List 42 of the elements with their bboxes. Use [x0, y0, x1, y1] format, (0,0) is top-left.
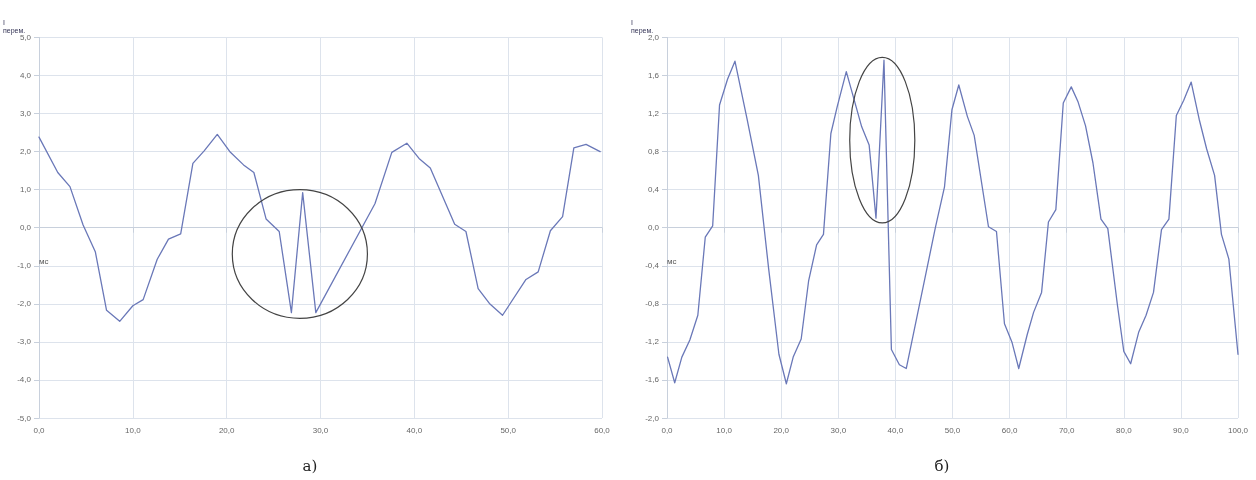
x-tick-label: 30,0	[830, 425, 847, 435]
y-tick-label: -1,2	[645, 337, 660, 347]
y-tick-label: 2,0	[19, 147, 32, 157]
x-tick-label: 20,0	[773, 425, 790, 435]
x-tick-label: 0,0	[661, 425, 674, 435]
y-tick-label: -3,0	[17, 337, 32, 347]
x-tick-label: 10,0	[125, 425, 142, 435]
y-tick-label: -0,4	[645, 261, 660, 271]
y-tick-label: 1,2	[647, 109, 660, 119]
x-tick-label: 90,0	[1173, 425, 1190, 435]
x-tick-label: 0,0	[33, 425, 46, 435]
y-tick-label: -4,0	[17, 375, 32, 385]
text: б)	[934, 456, 950, 475]
x-tick-label: 40,0	[887, 425, 904, 435]
x-tick-label: 40,0	[406, 425, 423, 435]
y-tick-label: 3,0	[19, 109, 32, 119]
x-tick-label: 60,0	[1001, 425, 1018, 435]
y-tick-label: -1,6	[645, 375, 660, 385]
x-tick-label: 50,0	[944, 425, 961, 435]
x-tick-label: 60,0	[594, 425, 611, 435]
y-tick-label: 0,8	[647, 147, 660, 157]
x-tick-label: 50,0	[500, 425, 517, 435]
y-tick-label: -1,0	[17, 261, 32, 271]
y-tick-label: 0,0	[647, 223, 660, 233]
x-tick-label: 10,0	[716, 425, 733, 435]
x-tick-label: 80,0	[1116, 425, 1133, 435]
x-tick-label: 70,0	[1058, 425, 1076, 435]
y-tick-label: 4,0	[19, 70, 32, 80]
x-axis-title: мс	[39, 257, 49, 267]
y-tick-label: -2,0	[17, 299, 32, 309]
text: а)	[302, 456, 318, 475]
y-tick-label: -0,8	[645, 299, 660, 309]
x-axis-title: мс	[667, 257, 677, 267]
y-tick-label: 1,6	[647, 70, 660, 80]
x-tick-label: 30,0	[312, 425, 329, 435]
x-tick-label: 100,0	[1227, 425, 1249, 435]
y-tick-label: -2,0	[645, 413, 660, 423]
y-tick-label: 0,4	[647, 185, 660, 195]
x-tick-label: 20,0	[218, 425, 235, 435]
y-tick-label: -5,0	[17, 413, 32, 423]
y-tick-label: 0,0	[19, 223, 32, 233]
y-tick-label: 1,0	[19, 185, 32, 195]
